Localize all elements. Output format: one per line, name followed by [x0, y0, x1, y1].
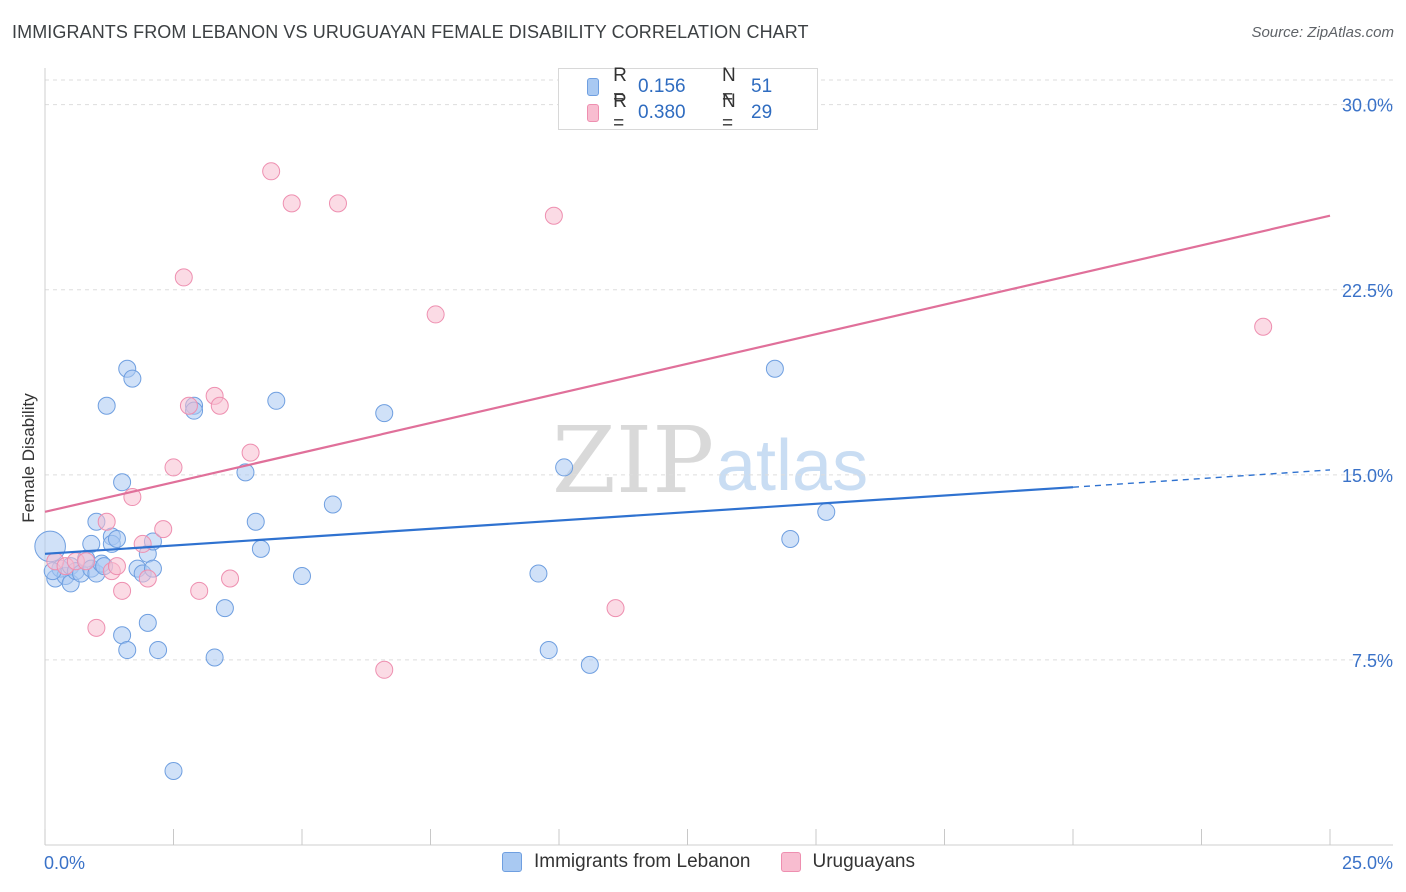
- lebanon-point: [205, 648, 224, 667]
- lebanon-point: [555, 458, 574, 477]
- uruguayan-point: [262, 162, 281, 181]
- legend-n-label: N =: [722, 91, 736, 134]
- lebanon-point: [323, 495, 342, 514]
- x-tick-label-min: 0.0%: [44, 853, 85, 873]
- legend-n-value: 51: [751, 76, 773, 97]
- lebanon-point: [97, 396, 116, 415]
- lebanon-point: [118, 641, 137, 660]
- uruguayan-point: [107, 557, 126, 576]
- lebanon-point: [267, 391, 286, 410]
- lebanon-point: [82, 534, 101, 553]
- series-swatch-blue: [502, 852, 522, 872]
- series-legend-uruguayans[interactable]: Uruguayans: [780, 851, 915, 873]
- uruguayan-point: [375, 660, 394, 679]
- legend-row-lebanon: R = 0.156 N = 51: [587, 65, 817, 108]
- legend-swatch-blue: [587, 78, 600, 96]
- uruguayan-point: [190, 581, 209, 600]
- lebanon-point: [113, 473, 132, 492]
- legend-n-value: 29: [751, 102, 773, 123]
- series-legend-lebanon[interactable]: Immigrants from Lebanon: [502, 851, 751, 873]
- uruguayan-point: [154, 520, 173, 539]
- lebanon-point: [215, 599, 234, 618]
- lebanon-point: [529, 564, 548, 583]
- series-label-uruguayans: Uruguayans: [812, 851, 915, 872]
- series-label-lebanon: Immigrants from Lebanon: [534, 851, 751, 872]
- source-credit: Source: ZipAtlas.com: [1251, 24, 1394, 41]
- lebanon-point: [293, 567, 311, 586]
- lebanon-point: [107, 530, 126, 548]
- lebanon-trend-extension: [1072, 469, 1331, 488]
- series-swatch-pink: [780, 852, 801, 872]
- uruguayan-point: [328, 194, 347, 213]
- uruguayan-point: [544, 206, 563, 225]
- y-tick-label: 7.5%: [1352, 651, 1393, 671]
- lebanon-point: [164, 761, 183, 780]
- lebanon-point: [781, 530, 800, 548]
- uruguayan-point: [179, 396, 198, 415]
- uruguayan-point: [1254, 317, 1273, 336]
- uruguayan-point: [97, 512, 116, 531]
- uruguayan-trend-line: [44, 214, 1331, 513]
- lebanon-point: [765, 359, 784, 378]
- watermark-zip: ZIP: [552, 407, 714, 514]
- uruguayan-point: [221, 569, 240, 588]
- lebanon-point: [251, 539, 270, 558]
- x-tick-label-max: 25.0%: [1342, 853, 1393, 873]
- lebanon-point: [817, 502, 836, 521]
- uruguayan-point: [87, 618, 106, 637]
- lebanon-point: [246, 512, 265, 531]
- y-axis-label: Female Disability: [19, 393, 38, 523]
- legend-n-label: N =: [722, 65, 736, 108]
- chart-title: IMMIGRANTS FROM LEBANON VS URUGUAYAN FEM…: [12, 22, 809, 42]
- watermark-atlas: atlas: [716, 426, 868, 506]
- y-tick-label: 22.5%: [1342, 281, 1393, 301]
- uruguayan-point: [606, 599, 625, 618]
- legend-swatch-pink: [587, 104, 600, 122]
- y-tick-label: 30.0%: [1342, 96, 1393, 116]
- uruguayan-point: [241, 443, 260, 462]
- y-tick-label: 15.0%: [1342, 466, 1393, 486]
- uruguayan-point: [113, 581, 132, 600]
- lebanon-point: [539, 641, 558, 660]
- lebanon-trend-line: [44, 486, 1074, 555]
- lebanon-point: [138, 613, 157, 632]
- uruguayan-point: [164, 458, 183, 477]
- lebanon-point: [123, 369, 142, 388]
- uruguayan-point: [210, 396, 229, 415]
- uruguayan-point: [426, 305, 445, 324]
- lebanon-point: [236, 463, 255, 482]
- uruguayan-point: [138, 569, 157, 588]
- uruguayan-point: [77, 552, 96, 571]
- stats-legend: R = 0.156 N = 51 R = 0.380 N = 29: [558, 65, 818, 134]
- lebanon-point: [149, 641, 168, 660]
- uruguayan-point: [174, 268, 193, 287]
- legend-r-label: R =: [613, 91, 627, 134]
- uruguayan-point: [133, 534, 152, 553]
- legend-r-value: 0.380: [638, 102, 686, 123]
- lebanon-point: [375, 404, 394, 423]
- series-legend: Immigrants from Lebanon Uruguayans: [502, 851, 945, 873]
- legend-r-value: 0.156: [638, 76, 686, 97]
- legend-row-uruguayans: R = 0.380 N = 29: [587, 91, 817, 134]
- uruguayan-point: [282, 194, 301, 213]
- legend-r-label: R =: [613, 65, 627, 108]
- lebanon-point: [580, 655, 599, 674]
